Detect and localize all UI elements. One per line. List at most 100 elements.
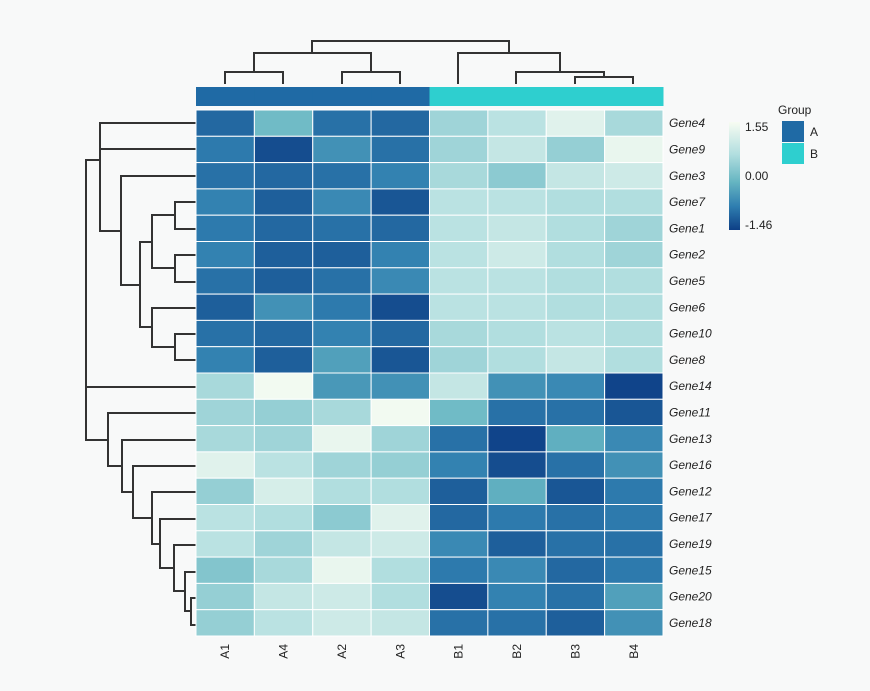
heatmap-cell-gene12-b1 (429, 477, 489, 506)
heatmap-cell-gene14-a2 (312, 372, 372, 400)
heatmap-cell-gene5-a4 (253, 267, 314, 295)
group-legend-label-b: B (810, 147, 818, 161)
heatmap-cell-gene9-b1 (429, 135, 489, 164)
heatmap-cell-gene9-b4 (604, 135, 664, 164)
column-label-b3: B3 (568, 644, 582, 659)
heatmap-cell-gene10-b3 (545, 319, 606, 348)
row-label-gene17: Gene17 (669, 511, 713, 525)
column-labels: A1 A4 A2 A3 B1 B2 B3 B4 (218, 644, 641, 659)
heatmap-cell-gene2-b2 (487, 241, 547, 269)
heatmap-cell-gene2-b3 (545, 241, 606, 269)
row-label-gene11: Gene11 (669, 405, 711, 419)
heatmap-cell-gene14-a3 (370, 372, 430, 400)
heatmap-cell-gene9-a3 (370, 135, 430, 164)
row-label-gene19: Gene19 (669, 537, 712, 551)
heatmap-cell-gene2-b1 (429, 241, 489, 269)
heatmap-cell-gene1-b2 (487, 214, 547, 242)
annotation-cell-b3 (546, 87, 606, 106)
heatmap-cell-gene16-b1 (429, 451, 489, 479)
heatmap-cell-gene11-b2 (487, 398, 547, 427)
heatmap-cell-gene11-a4 (253, 398, 314, 427)
heatmap-cell-gene3-a1 (195, 162, 255, 190)
heatmap-cell-gene4-a2 (312, 109, 372, 137)
heatmap-cell-gene6-b2 (487, 293, 547, 321)
heatmap-cell-gene18-a1 (195, 609, 255, 637)
heatmap-cell-gene7-a4 (253, 188, 314, 216)
heatmap-cell-gene2-a2 (312, 241, 372, 269)
heatmap-cell-gene15-a2 (312, 556, 372, 584)
row-label-gene16: Gene16 (669, 458, 712, 472)
group-legend: Group A B (778, 103, 818, 164)
heatmap-cell-gene15-a1 (195, 556, 255, 584)
heatmap-cell-gene6-a1 (195, 293, 255, 321)
heatmap-cell-gene12-a2 (312, 477, 372, 506)
heatmap-cell-gene17-b1 (429, 504, 489, 532)
heatmap-cell-gene19-b3 (545, 530, 606, 558)
heatmap-cell-gene9-a4 (253, 135, 314, 164)
heatmap-cell-gene4-b4 (604, 109, 664, 137)
heatmap-cell-gene19-b2 (487, 530, 547, 558)
heatmap-cell-gene5-a3 (370, 267, 430, 295)
heatmap-cell-gene19-a4 (253, 530, 314, 558)
heatmap-cell-gene12-a4 (253, 477, 314, 506)
heatmap-cell-gene13-b4 (604, 425, 664, 453)
heatmap-cell-gene14-a4 (253, 372, 314, 400)
row-label-gene7: Gene7 (669, 195, 706, 209)
heatmap-cell-gene6-b4 (604, 293, 664, 321)
heatmap-cell-gene3-a2 (312, 162, 372, 190)
heatmap-cell-gene3-b4 (604, 162, 664, 190)
row-label-gene5: Gene5 (669, 274, 705, 288)
heatmap-cell-gene1-a4 (253, 214, 314, 242)
heatmap-cell-gene15-b4 (604, 556, 664, 584)
heatmap-cell-gene17-a2 (312, 504, 372, 532)
heatmap-cell-gene17-a3 (370, 504, 430, 532)
row-label-gene18: Gene18 (669, 616, 712, 630)
heatmap-cell-gene3-b1 (429, 162, 489, 190)
heatmap-cell-gene4-b3 (545, 109, 606, 137)
heatmap-cell-gene3-b2 (487, 162, 547, 190)
heatmap-cell-gene7-b4 (604, 188, 664, 216)
heatmap-cell-gene15-b2 (487, 556, 547, 584)
heatmap-cell-gene16-b3 (545, 451, 606, 479)
heatmap-cell-gene20-a1 (195, 582, 255, 611)
heatmap-cell-gene5-a2 (312, 267, 372, 295)
heatmap-cell-gene18-b3 (545, 609, 606, 637)
heatmap-cell-gene2-a1 (195, 241, 255, 269)
heatmap-cell-gene7-a3 (370, 188, 430, 216)
row-label-gene10: Gene10 (669, 327, 712, 341)
column-dendrogram (224, 40, 634, 84)
heatmap-cell-gene19-a1 (195, 530, 255, 558)
heatmap-cell-gene20-b2 (487, 582, 547, 611)
heatmap-cell-gene11-a3 (370, 398, 430, 427)
column-label-a3: A3 (393, 644, 407, 659)
heatmap-cell-gene18-a2 (312, 609, 372, 637)
heatmap-cell-gene8-a1 (195, 346, 255, 374)
row-label-gene20: Gene20 (669, 590, 712, 604)
heatmap-cell-gene4-a4 (253, 109, 314, 137)
group-legend-swatch-a (782, 121, 804, 142)
heatmap-cell-gene8-b4 (604, 346, 664, 374)
heatmap-cell-gene17-a1 (195, 504, 255, 532)
row-dendrogram (85, 122, 196, 626)
heatmap-cell-gene10-b4 (604, 319, 664, 348)
color-scale-max-label: 1.55 (745, 120, 769, 134)
heatmap-cell-gene11-b4 (604, 398, 664, 427)
heatmap-cell-gene13-a2 (312, 425, 372, 453)
heatmap-cell-gene9-a2 (312, 135, 372, 164)
heatmap-cell-gene10-b2 (487, 319, 547, 348)
heatmap-cell-gene14-b3 (545, 372, 606, 400)
annotation-cell-b1 (429, 87, 489, 106)
heatmap-cell-gene11-b1 (429, 398, 489, 427)
heatmap-cell-gene4-a3 (370, 109, 430, 137)
heatmap-cell-gene19-b4 (604, 530, 664, 558)
heatmap-cell-gene8-a4 (253, 346, 314, 374)
heatmap-cell-gene14-a1 (195, 372, 255, 400)
heatmap-cell-gene20-b1 (429, 582, 489, 611)
column-label-a2: A2 (335, 644, 349, 659)
row-label-gene2: Gene2 (669, 248, 705, 262)
color-scale-min-label: -1.46 (745, 218, 773, 232)
heatmap-cell-gene13-a4 (253, 425, 314, 453)
group-legend-label-a: A (810, 125, 818, 139)
heatmap-cell-gene6-a4 (253, 293, 314, 321)
